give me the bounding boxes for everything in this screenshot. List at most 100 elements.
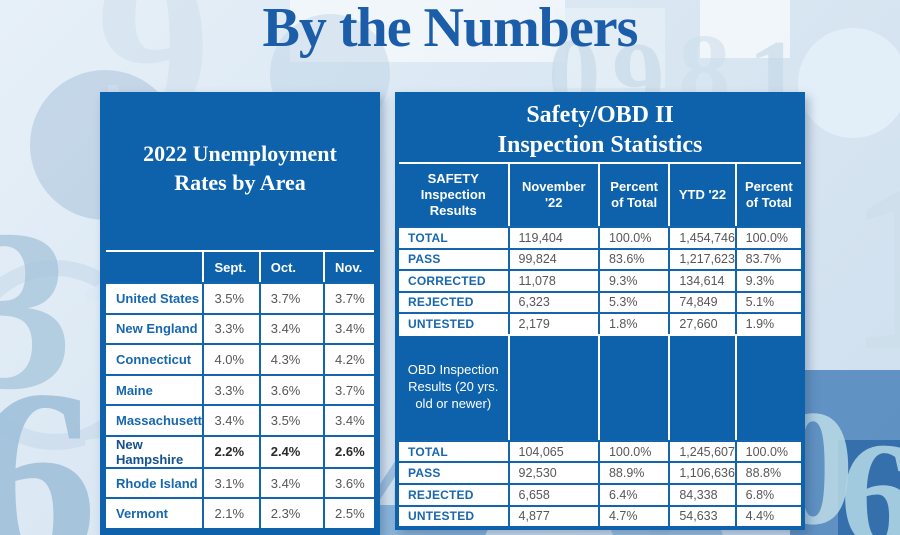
table-row-connecticut: Connecticut 4.0% 4.3% 4.2% (106, 343, 374, 374)
cell-value: 104,065 (507, 441, 598, 462)
unemployment-title-line2: Rates by Area (174, 169, 306, 195)
obd-row-total: TOTAL 104,065 100.0% 1,245,607 100.0% (399, 439, 801, 462)
cell-value: 83.7% (734, 249, 801, 270)
safety-row-untested: UNTESTED 2,179 1.8% 27,660 1.9% (399, 312, 801, 334)
row-label: Vermont (116, 506, 169, 522)
table-row-rhode-island: Rhode Island 3.1% 3.4% 3.6% (106, 466, 374, 498)
cell-value: 2.1% (202, 499, 258, 529)
cell-value: 2.5% (323, 499, 374, 529)
obd-empty-cell (668, 335, 734, 440)
background-digit: 1 (846, 140, 900, 390)
obd-empty-cell (507, 335, 598, 440)
column-header-nov: Nov. (323, 252, 374, 282)
unemployment-table: Sept. Oct. Nov. United States 3.5% 3.7% … (106, 250, 374, 529)
cell-value: 2.3% (258, 499, 323, 529)
column-header-november-22: November '22 (507, 164, 598, 226)
row-label: UNTESTED (408, 317, 475, 332)
unemployment-title-line1: 2022 Unemployment (143, 141, 337, 166)
obd-row-pass: PASS 92,530 88.9% 1,106,636 88.8% (399, 461, 801, 483)
cell-value: 83.6% (597, 249, 668, 270)
obd-section-row: OBD Inspection Results (20 yrs. old or n… (399, 333, 801, 440)
cell-value: 3.4% (202, 406, 258, 435)
cell-value: 3.4% (258, 468, 323, 498)
cell-value: 3.3% (202, 375, 258, 405)
cell-value: 88.9% (597, 463, 668, 483)
column-header-ytd-22: YTD '22 (668, 164, 734, 226)
row-label: United States (116, 290, 200, 306)
cell-value: 3.3% (202, 314, 258, 344)
cell-value: 84,338 (668, 484, 734, 505)
cell-value: 4.3% (258, 345, 323, 374)
cell-value: 3.1% (202, 468, 258, 498)
cell-value: 1,106,636 (668, 463, 735, 483)
row-label: CORRECTED (408, 273, 486, 288)
unemployment-panel: 2022 Unemployment Rates by Area Sept. Oc… (100, 92, 380, 535)
row-label: New England (116, 321, 198, 337)
row-label: PASS (408, 252, 441, 267)
cell-value: 3.7% (323, 375, 374, 405)
cell-value: 119,404 (507, 228, 598, 248)
cell-value: 3.5% (202, 284, 258, 313)
background-rectangle (290, 0, 565, 62)
cell-value: 2.2% (202, 436, 258, 467)
cell-value: 5.1% (734, 292, 801, 313)
inspection-panel: Safety/OBD II Inspection Statistics SAFE… (395, 92, 805, 530)
cell-value: 1,217,623 (668, 249, 735, 270)
cell-value: 4.4% (734, 506, 801, 527)
cell-value: 9.3% (734, 271, 801, 291)
background-circle (798, 28, 900, 138)
row-label: Maine (116, 382, 153, 398)
cell-value: 2.4% (258, 436, 323, 467)
inspection-table: SAFETY Inspection Results November '22 P… (399, 162, 801, 527)
table-row-new-england: New England 3.3% 3.4% 3.4% (106, 312, 374, 344)
cell-value: 3.4% (323, 314, 374, 344)
cell-value: 1.8% (597, 314, 668, 334)
cell-value: 3.6% (258, 375, 323, 405)
cell-value: 3.7% (258, 284, 323, 313)
cell-value: 1.9% (734, 314, 801, 334)
row-label: Rhode Island (116, 475, 198, 491)
background-rectangle (555, 8, 665, 88)
cell-value: 3.4% (323, 406, 374, 435)
cell-value: 6.4% (597, 484, 668, 505)
row-label: Connecticut (116, 351, 192, 367)
unemployment-panel-title: 2022 Unemployment Rates by Area (100, 140, 380, 197)
column-header-safety-results: SAFETY Inspection Results (420, 170, 486, 219)
cell-value: 100.0% (597, 441, 668, 462)
safety-row-corrected: CORRECTED 11,078 9.3% 134,614 9.3% (399, 269, 801, 291)
obd-row-rejected: REJECTED 6,658 6.4% 84,338 6.8% (399, 482, 801, 505)
background-digit: 6 (0, 338, 98, 535)
cell-value: 134,614 (668, 271, 734, 291)
table-row-new-hampshire: New Hampshire 2.2% 2.4% 2.6% (106, 434, 374, 467)
row-label: TOTAL (408, 230, 448, 245)
cell-value: 4.7% (597, 506, 668, 527)
cell-value: 1,454,746 (668, 228, 735, 248)
cell-value: 27,660 (668, 314, 734, 334)
cell-value: 92,530 (507, 463, 598, 483)
table-row-massachusetts: Massachusetts 3.4% 3.5% 3.4% (106, 404, 374, 435)
row-label: REJECTED (408, 295, 474, 310)
cell-value: 4,877 (507, 506, 598, 527)
cell-value: 99,824 (507, 249, 598, 270)
cell-value: 2,179 (507, 314, 598, 334)
cell-value: 3.7% (323, 284, 374, 313)
cell-value: 100.0% (734, 441, 801, 462)
cell-value: 1,245,607 (668, 441, 735, 462)
background-blue-patch (838, 440, 900, 535)
column-header-blank (106, 252, 202, 282)
background-digit: 3 (0, 182, 73, 437)
cell-value: 100.0% (597, 228, 668, 248)
cell-value: 3.6% (323, 468, 374, 498)
inspection-title-line2: Inspection Statistics (497, 132, 703, 158)
unemployment-header-row: Sept. Oct. Nov. (106, 250, 374, 282)
row-label: UNTESTED (408, 509, 475, 524)
cell-value: 74,849 (668, 292, 734, 313)
obd-empty-cell (734, 335, 801, 440)
table-row-vermont: Vermont 2.1% 2.3% 2.5% (106, 497, 374, 529)
inspection-title-line1: Safety/OBD II (526, 102, 674, 128)
cell-value: 4.2% (323, 345, 374, 374)
cell-value: 6,323 (507, 292, 598, 313)
cell-value: 3.4% (258, 314, 323, 344)
column-header-percent-of-total: Percent of Total (597, 164, 668, 226)
obd-row-untested: UNTESTED 4,877 4.7% 54,633 4.4% (399, 504, 801, 527)
